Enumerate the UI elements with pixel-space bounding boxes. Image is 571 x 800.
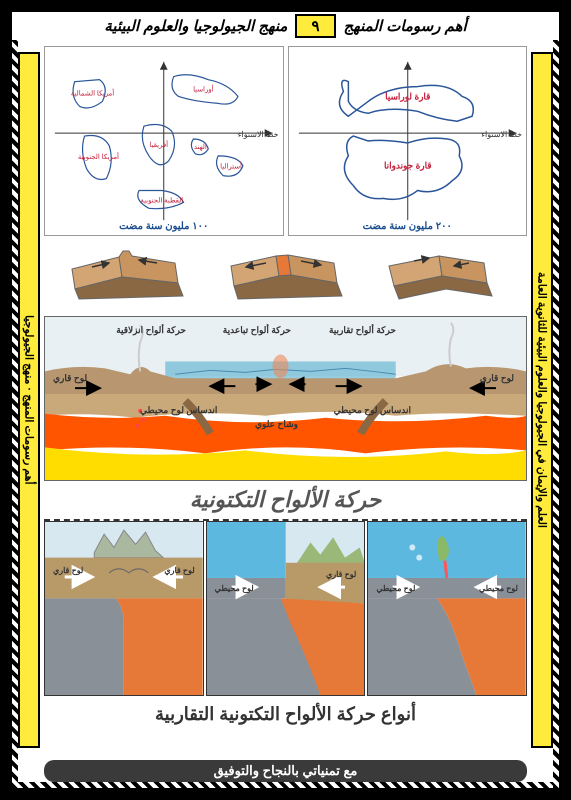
svg-text:أوراسيا: أوراسيا [193,84,214,94]
plate-boundary-blocks: وشاح علوي وشاح علوي وشاح علوي [44,236,527,316]
continental-continental: لوح قاري لوح قاري [44,521,204,696]
svg-text:أمريكا الشمالية: أمريكا الشمالية [71,87,114,97]
oceanic-continental: لوح قاري لوح محيطي [206,521,366,696]
svg-text:قارة جوندوانا: قارة جوندوانا [383,161,431,172]
svg-text:أستراليا: أستراليا [220,161,242,171]
svg-text:القطبة الجنوبية: القطبة الجنوبية [140,196,183,204]
continental-drift-maps: قارة لوراسيا قارة جوندوانا خط الاستواء ٢… [44,46,527,236]
tectonic-section-title: حركة الألواح التكتونية [44,481,527,521]
map-100mya: أمريكا الشمالية أوراسيا أفريقيا أمريكا ا… [44,46,284,236]
svg-text:أفريقيا: أفريقيا [149,139,168,149]
svg-text:أمريكا الجنوبية: أمريكا الجنوبية [78,151,119,161]
convergent-title: أنواع حركة الألواح التكتونية التقاربية [44,696,527,733]
block-divergent: وشاح علوي [216,241,356,311]
oceanic-oceanic: لوح محيطي لوح محيطي [367,521,527,696]
tectonic-cross-section: حركة ألواح تقاربية حركة ألواح تباعدية حر… [44,316,527,481]
map-caption-200: ٢٠٠ مليون سنة مضت [289,221,527,232]
svg-text:الهند: الهند [194,143,207,151]
equator-label-2: خط الاستواء [238,130,279,139]
page-number: ٩ [295,14,335,38]
side-strip-left: أهم رسومات المنهج · منهج الجيولوجيا [18,52,40,748]
page-footer: مع تمنياتي بالنجاح والتوفيق [44,760,527,782]
map-caption-100: ١٠٠ مليون سنة مضت [45,221,283,232]
equator-label: خط الاستواء [481,130,522,139]
content-area: قارة لوراسيا قارة جوندوانا خط الاستواء ٢… [44,46,527,754]
page-header: أهم رسومات المنهج ٩ منهج الجيولوجيا والع… [12,12,559,40]
block-transform: وشاح علوي [374,241,514,311]
header-title-right: أهم رسومات المنهج [344,17,467,35]
svg-text:قارة لوراسيا: قارة لوراسيا [385,91,430,102]
side-strip-right: العلم والإيمان في الجيولوجيا والعلوم الب… [531,52,553,748]
block-convergent: وشاح علوي [57,241,197,311]
map-200mya: قارة لوراسيا قارة جوندوانا خط الاستواء ٢… [288,46,528,236]
convergent-types: لوح محيطي لوح محيطي لوح قاري لوح محيطي ل… [44,521,527,696]
header-title-left: منهج الجيولوجيا والعلوم البيئية [104,17,287,35]
